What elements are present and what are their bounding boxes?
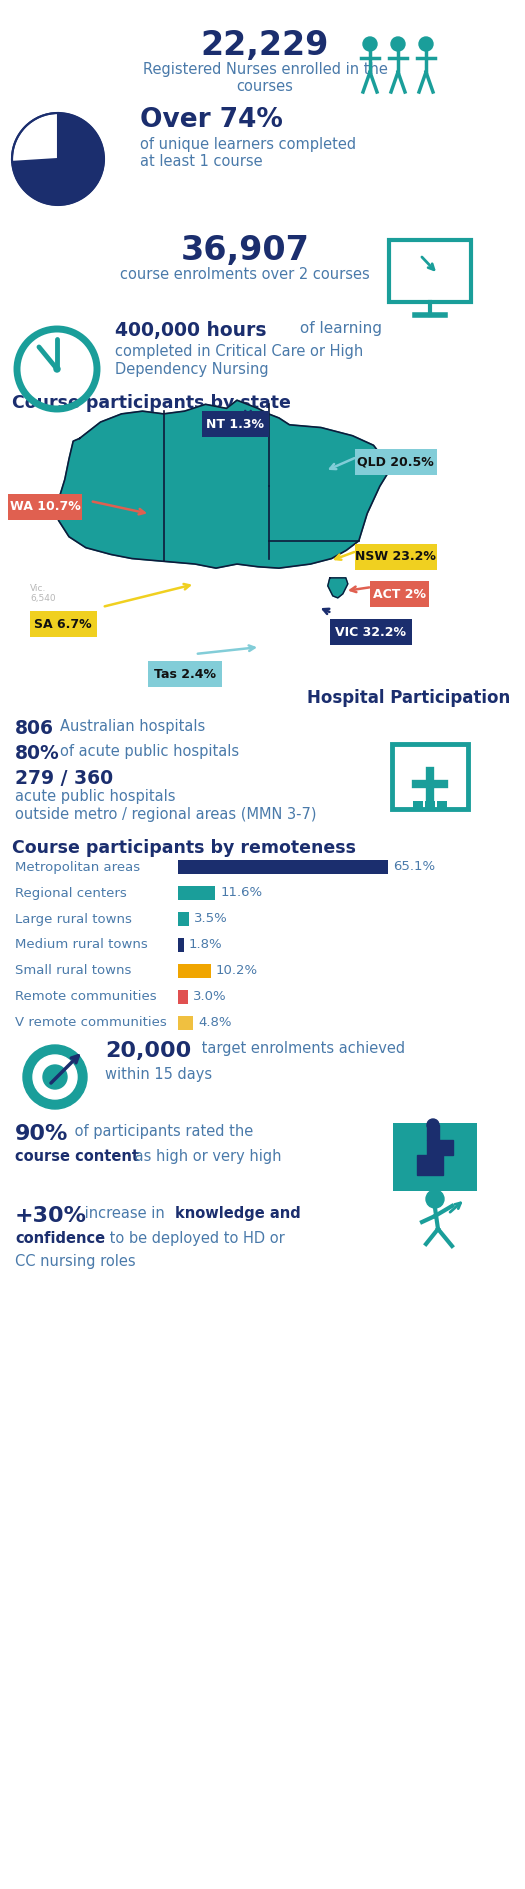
Text: 806: 806 [15, 720, 54, 739]
Text: 3.5%: 3.5% [194, 912, 228, 926]
Text: Registered Nurses enrolled in the: Registered Nurses enrolled in the [143, 62, 387, 77]
Text: Remote communities: Remote communities [15, 990, 156, 1003]
FancyBboxPatch shape [389, 240, 471, 302]
Text: increase in: increase in [80, 1205, 170, 1220]
Text: of learning: of learning [295, 321, 382, 336]
FancyBboxPatch shape [178, 990, 187, 1003]
Text: Australian hospitals: Australian hospitals [60, 720, 205, 735]
Polygon shape [427, 1126, 439, 1139]
Text: 20,000: 20,000 [105, 1041, 191, 1062]
FancyBboxPatch shape [178, 912, 190, 926]
Text: Hospital Participation: Hospital Participation [307, 689, 510, 706]
Text: Medium rural towns: Medium rural towns [15, 939, 148, 952]
FancyBboxPatch shape [392, 744, 468, 808]
FancyBboxPatch shape [437, 801, 447, 808]
Text: target enrolments achieved: target enrolments achieved [197, 1041, 405, 1056]
FancyBboxPatch shape [178, 963, 211, 979]
Text: NSW 23.2%: NSW 23.2% [355, 550, 436, 563]
Text: at least 1 course: at least 1 course [140, 155, 262, 168]
Text: +30%: +30% [15, 1205, 87, 1226]
Text: Vic.
6,540: Vic. 6,540 [30, 584, 56, 603]
Text: 36,907: 36,907 [181, 234, 309, 266]
Text: 11.6%: 11.6% [220, 886, 262, 899]
Text: outside metro / regional areas (MMN 3-7): outside metro / regional areas (MMN 3-7) [15, 807, 317, 822]
Text: as high or very high: as high or very high [130, 1149, 281, 1164]
Text: WA 10.7%: WA 10.7% [9, 501, 80, 514]
FancyBboxPatch shape [413, 801, 423, 808]
Text: 22,229: 22,229 [201, 28, 329, 62]
FancyBboxPatch shape [8, 495, 82, 519]
Text: 90%: 90% [15, 1124, 68, 1145]
Text: CC nursing roles: CC nursing roles [15, 1254, 135, 1269]
Text: confidence: confidence [15, 1232, 105, 1247]
Text: of participants rated the: of participants rated the [70, 1124, 253, 1139]
Text: 80%: 80% [15, 744, 60, 763]
Text: Large rural towns: Large rural towns [15, 912, 132, 926]
Circle shape [33, 1054, 77, 1099]
FancyBboxPatch shape [178, 859, 388, 875]
Polygon shape [417, 1139, 453, 1175]
FancyBboxPatch shape [370, 582, 429, 606]
Circle shape [391, 38, 405, 51]
Wedge shape [12, 113, 58, 162]
Circle shape [419, 38, 433, 51]
FancyBboxPatch shape [178, 939, 184, 952]
Text: Dependency Nursing: Dependency Nursing [115, 363, 269, 378]
Circle shape [54, 366, 60, 372]
FancyBboxPatch shape [148, 661, 222, 688]
Text: NT 1.3%: NT 1.3% [206, 417, 264, 431]
FancyBboxPatch shape [5, 98, 123, 217]
Polygon shape [58, 400, 388, 569]
Wedge shape [12, 113, 104, 206]
FancyBboxPatch shape [425, 801, 435, 808]
Text: to be deployed to HD or: to be deployed to HD or [105, 1232, 285, 1247]
Text: completed in Critical Care or High: completed in Critical Care or High [115, 344, 363, 359]
FancyBboxPatch shape [355, 544, 436, 570]
Text: of unique learners completed: of unique learners completed [140, 138, 356, 151]
Text: 4.8%: 4.8% [198, 1016, 232, 1030]
Text: 65.1%: 65.1% [393, 861, 435, 873]
Text: 400,000 hours: 400,000 hours [115, 321, 267, 340]
Circle shape [23, 1045, 87, 1109]
Text: ACT 2%: ACT 2% [373, 587, 426, 601]
FancyBboxPatch shape [30, 610, 97, 637]
FancyBboxPatch shape [178, 1016, 194, 1030]
Text: Tas 2.4%: Tas 2.4% [154, 667, 216, 680]
Text: Metropolitan areas: Metropolitan areas [15, 861, 140, 873]
FancyBboxPatch shape [202, 412, 268, 436]
Text: Regional centers: Regional centers [15, 886, 127, 899]
Text: course enrolments over 2 courses: course enrolments over 2 courses [120, 266, 370, 281]
Text: 279 / 360: 279 / 360 [15, 769, 113, 788]
Circle shape [426, 1190, 444, 1207]
Circle shape [363, 38, 377, 51]
Text: Course participants by state: Course participants by state [12, 395, 291, 412]
Text: 10.2%: 10.2% [216, 965, 258, 977]
Polygon shape [328, 578, 348, 599]
Text: courses: courses [237, 79, 293, 94]
Text: QLD 20.5%: QLD 20.5% [358, 455, 434, 468]
FancyBboxPatch shape [393, 1122, 477, 1190]
FancyBboxPatch shape [178, 886, 215, 899]
Text: 1.8%: 1.8% [189, 939, 223, 952]
Text: 3.0%: 3.0% [193, 990, 226, 1003]
Text: VIC 32.2%: VIC 32.2% [335, 625, 406, 638]
Text: acute public hospitals: acute public hospitals [15, 790, 175, 805]
Text: knowledge and: knowledge and [175, 1205, 301, 1220]
FancyBboxPatch shape [330, 620, 412, 644]
Text: V remote communities: V remote communities [15, 1016, 167, 1030]
Text: course content: course content [15, 1149, 139, 1164]
Text: of acute public hospitals: of acute public hospitals [60, 744, 239, 759]
Text: Small rural towns: Small rural towns [15, 965, 131, 977]
FancyBboxPatch shape [355, 450, 436, 474]
Circle shape [427, 1118, 439, 1132]
Text: SA 6.7%: SA 6.7% [35, 618, 92, 631]
Circle shape [43, 1065, 67, 1088]
Text: Over 74%: Over 74% [140, 108, 283, 132]
Text: within 15 days: within 15 days [105, 1067, 212, 1082]
Text: Course participants by remoteness: Course participants by remoteness [12, 839, 356, 858]
